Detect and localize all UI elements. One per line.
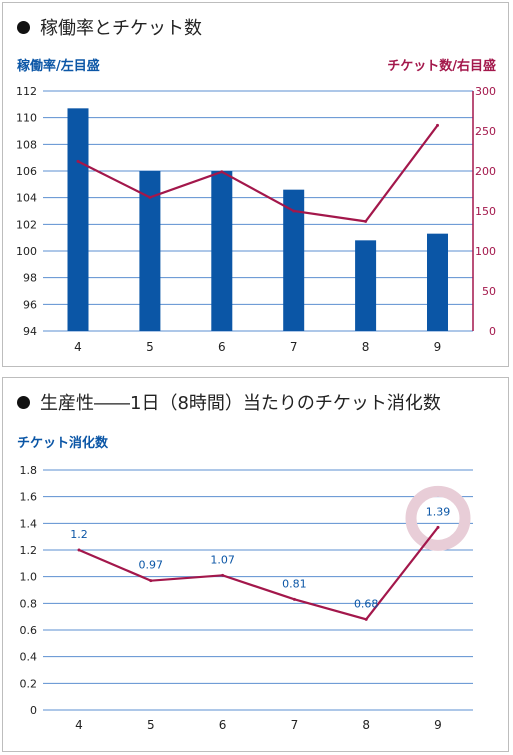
- x-tick-label: 4: [75, 718, 83, 732]
- utilization-ticket-chart: 稼働率/左目盛 チケット数/右目盛112110108106104102100989…: [3, 3, 508, 366]
- x-tick-label: 9: [434, 340, 442, 354]
- line-point: [436, 124, 439, 127]
- left-tick-label: 94: [23, 325, 37, 338]
- line-point: [292, 210, 295, 213]
- y-tick-label: 0.2: [20, 677, 38, 690]
- data-label: 1.2: [70, 528, 88, 541]
- x-tick-label: 8: [362, 340, 370, 354]
- line-point: [437, 526, 440, 529]
- left-tick-label: 108: [16, 138, 37, 151]
- bar: [427, 234, 448, 331]
- left-tick-label: 104: [16, 192, 37, 205]
- x-tick-label: 7: [290, 340, 298, 354]
- right-tick-label: 300: [475, 85, 496, 98]
- right-tick-label: 50: [482, 285, 496, 298]
- line-point: [78, 549, 81, 552]
- x-tick-label: 6: [218, 340, 226, 354]
- right-tick-label: 150: [475, 205, 496, 218]
- line-point: [293, 598, 296, 601]
- y-tick-label: 0.6: [20, 624, 38, 637]
- left-tick-label: 110: [16, 112, 37, 125]
- left-tick-label: 112: [16, 85, 37, 98]
- y-tick-label: 1.2: [20, 544, 38, 557]
- left-tick-label: 100: [16, 245, 37, 258]
- data-label: 0.97: [139, 559, 164, 572]
- x-tick-label: 5: [146, 340, 154, 354]
- x-tick-label: 9: [434, 718, 442, 732]
- bar: [211, 171, 232, 331]
- right-tick-label: 250: [475, 125, 496, 138]
- left-tick-label: 98: [23, 272, 37, 285]
- productivity-line: [79, 527, 438, 619]
- left-tick-label: 106: [16, 165, 37, 178]
- y-tick-label: 1.6: [20, 491, 38, 504]
- bar: [355, 240, 376, 331]
- x-tick-label: 6: [219, 718, 227, 732]
- line-point: [220, 170, 223, 173]
- bar: [68, 108, 89, 331]
- right-tick-label: 0: [489, 325, 496, 338]
- left-tick-label: 96: [23, 298, 37, 311]
- line-point: [149, 579, 152, 582]
- line-point: [221, 574, 224, 577]
- data-label: 0.68: [354, 597, 379, 610]
- left-tick-label: 102: [16, 218, 37, 231]
- x-tick-label: 8: [362, 718, 370, 732]
- y-axis-label: チケット消化数: [17, 435, 109, 451]
- line-point: [364, 220, 367, 223]
- right-tick-label: 200: [475, 165, 496, 178]
- y-tick-label: 1.0: [20, 571, 38, 584]
- y-tick-label: 0.8: [20, 597, 38, 610]
- right-tick-label: 100: [475, 245, 496, 258]
- ticket-count-line: [78, 125, 438, 221]
- line-point: [365, 618, 368, 621]
- y-tick-label: 0.4: [20, 651, 38, 664]
- chart-panel-productivity: 生産性――1日（8時間）当たりのチケット消化数 チケット消化数 1.8 1.6 1.4…: [2, 377, 509, 752]
- y-tick-label: 1.8: [20, 464, 38, 477]
- line-point: [77, 160, 80, 163]
- chart-panel-utilization: 稼働率とチケット数 稼働率/左目盛 チケット数/右目盛 112 110 108 106 10…: [2, 2, 509, 367]
- x-tick-label: 5: [147, 718, 155, 732]
- left-axis-label: 稼働率/左目盛: [17, 58, 100, 74]
- line-point: [148, 196, 151, 199]
- data-label: 0.81: [282, 577, 307, 590]
- y-tick-label: 1.4: [20, 517, 38, 530]
- right-axis-label: チケット数/右目盛: [387, 58, 496, 74]
- x-tick-label: 7: [291, 718, 299, 732]
- productivity-chart: チケット消化数 1.8 1.6 1.4 1.2 1.0 0.8 0.6 0.4 0.2 0 1.2 0.…: [3, 378, 508, 751]
- data-label: 1.07: [210, 553, 235, 566]
- x-tick-label: 4: [74, 340, 82, 354]
- data-label: 1.39: [426, 505, 451, 518]
- y-tick-label: 0: [30, 704, 37, 717]
